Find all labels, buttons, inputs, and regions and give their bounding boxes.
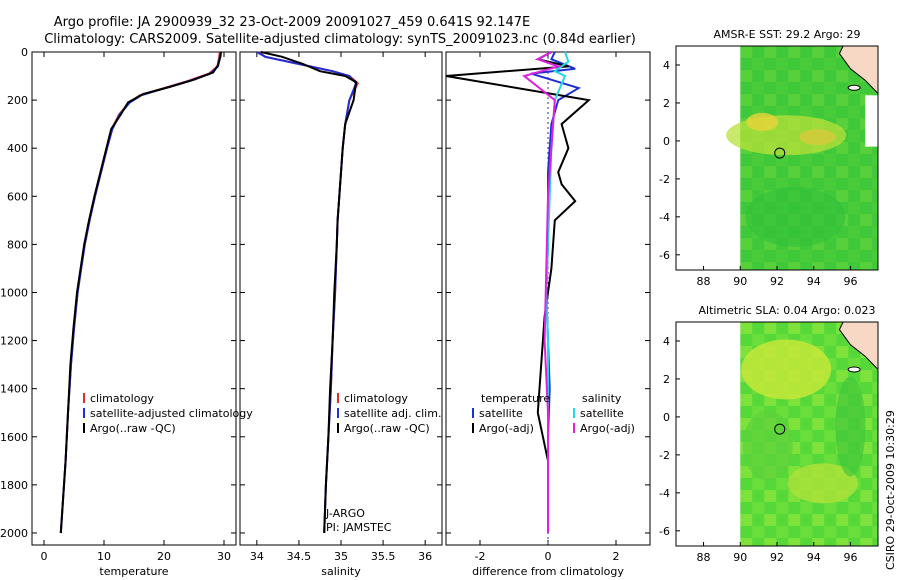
map-y-tick-label: 2 (663, 373, 670, 386)
salinity-legend-label-2: satellite adj. clim. (344, 407, 441, 420)
y-tick-label: 0 (21, 46, 28, 59)
y-tick-label: 1200 (0, 335, 28, 348)
y-tick-label: 600 (7, 190, 28, 203)
y-tick-label: 2000 (0, 527, 28, 540)
island (847, 84, 861, 91)
map-title: AMSR-E SST: 29.2 Argo: 29 (713, 28, 860, 41)
figure-title-line2: Climatology: CARS2009. Satellite-adjuste… (44, 32, 636, 47)
map-y-tick-label: 2 (663, 97, 670, 110)
map-y-tick-label: 4 (663, 335, 670, 348)
series-line-1 (530, 51, 582, 533)
series-line-3 (545, 51, 570, 533)
diff-legend-right-label-2: Argo(-adj) (580, 422, 635, 435)
diff-legend-right-label-1: satellite (580, 407, 624, 420)
map-x-tick-label: 96 (843, 275, 857, 288)
sla-low-region (835, 376, 866, 477)
x-tick-label: 10 (97, 550, 111, 563)
y-tick-label: 800 (7, 238, 28, 251)
temperature-legend-label-2: satellite-adjusted climatology (90, 407, 253, 420)
map-title: Altimetric SLA: 0.04 Argo: 0.023 (698, 304, 875, 317)
map-y-tick-label: 4 (663, 59, 670, 72)
y-tick-label: 1400 (0, 383, 28, 396)
legends: climatology satellite-adjusted climatolog… (83, 392, 635, 534)
salinity-legend-label-1: climatology (344, 392, 408, 405)
map-x-tick-label: 92 (770, 275, 784, 288)
series-line-2 (59, 51, 222, 534)
series-line-2 (256, 51, 358, 534)
temperature-legend-label-1: climatology (90, 392, 154, 405)
map-y-tick-label: 0 (663, 135, 670, 148)
argo-float-marker (774, 423, 786, 435)
diff-legend-left-label-1: satellite (479, 407, 523, 420)
map-y-tick-label: -2 (659, 173, 670, 186)
series-line-1 (257, 51, 360, 534)
map-x-tick-label: 88 (697, 275, 711, 288)
sst-warm-patch (799, 129, 836, 146)
series-line-3 (260, 51, 358, 534)
island (847, 366, 861, 373)
x-tick-label: 34.5 (287, 550, 312, 563)
x-axis-label: temperature (99, 565, 168, 578)
map-x-tick-label: 94 (807, 551, 821, 564)
sla-low-region (742, 410, 793, 481)
y-tick-label: 1000 (0, 286, 28, 299)
y-tick-label: 400 (7, 142, 28, 155)
map-x-tick-label: 90 (733, 551, 747, 564)
series-line-3 (59, 51, 222, 534)
x-tick-label: 0 (545, 550, 552, 563)
x-tick-label: 20 (157, 550, 171, 563)
diff-legend-left-label-2: Argo(-adj) (479, 422, 534, 435)
argo-float-marker (774, 147, 786, 159)
x-tick-label: 30 (217, 550, 231, 563)
x-tick-label: 0 (41, 550, 48, 563)
map-x-tick-label: 88 (697, 551, 711, 564)
no-data-strip (865, 95, 878, 147)
series-line-2 (445, 51, 592, 533)
map-y-tick-label: -6 (659, 249, 670, 262)
x-tick-label: 35.5 (371, 550, 396, 563)
map-panel-2: Altimetric SLA: 0.04 Argo: 0.023 88 90 92 94… (659, 304, 879, 564)
x-axis-label: salinity (321, 565, 361, 578)
map-y-tick-label: -4 (659, 211, 670, 224)
sla-high-region (741, 339, 832, 400)
map-y-tick-label: -6 (659, 525, 670, 538)
map-x-tick-label: 92 (770, 551, 784, 564)
y-tick-label: 1800 (0, 479, 28, 492)
y-tick-label: 200 (7, 94, 28, 107)
map-panel-1: AMSR-E SST: 29.2 Argo: 29 88 90 92 94 96 -6 -4 -… (659, 28, 879, 288)
x-tick-label: -2 (475, 550, 486, 563)
x-tick-label: 36 (418, 550, 432, 563)
map-y-tick-label: 0 (663, 411, 670, 424)
profile-panel-3: -2 0 2 difference from climatology (445, 51, 651, 578)
map-x-tick-label: 96 (843, 551, 857, 564)
map-y-tick-label: -4 (659, 487, 670, 500)
sst-warm-patch (746, 112, 779, 131)
credit-stamp: CSIRO 29-Oct-2009 10:30:29 (884, 410, 897, 570)
x-tick-label: 35 (334, 550, 348, 563)
series-line-1 (59, 51, 221, 534)
float-agency-annotation: J-ARGO (325, 507, 365, 520)
map-x-tick-label: 94 (807, 275, 821, 288)
series-line-4 (522, 51, 562, 533)
figure-title-line1: Argo profile: JA 2900939_32 23-Oct-2009 … (54, 15, 531, 30)
x-axis-label: difference from climatology (472, 565, 624, 578)
map-x-tick-label: 90 (733, 275, 747, 288)
x-tick-label: 34 (250, 550, 264, 563)
plot-frame (239, 51, 443, 546)
sla-high-region (787, 463, 858, 504)
sst-cool-region (745, 186, 846, 247)
temperature-legend-label-3: Argo(..raw -QC) (90, 422, 176, 435)
plot-frame (31, 51, 237, 546)
float-pi-annotation: PI: JAMSTEC (326, 521, 392, 534)
diff-legend-right-header: salinity (582, 392, 622, 405)
salinity-legend-label-3: Argo(..raw -QC) (344, 422, 430, 435)
map-y-tick-label: -2 (659, 449, 670, 462)
profile-panel-2: 34 34.5 35 35.5 36 salinity (239, 51, 443, 578)
x-tick-label: 2 (613, 550, 620, 563)
diff-legend-left-header: temperature (481, 392, 550, 405)
profile-panel-1: 0 10 20 30 temperature 0 200 400 600 800 1000 1200 1… (0, 46, 237, 578)
y-tick-label: 1600 (0, 431, 28, 444)
